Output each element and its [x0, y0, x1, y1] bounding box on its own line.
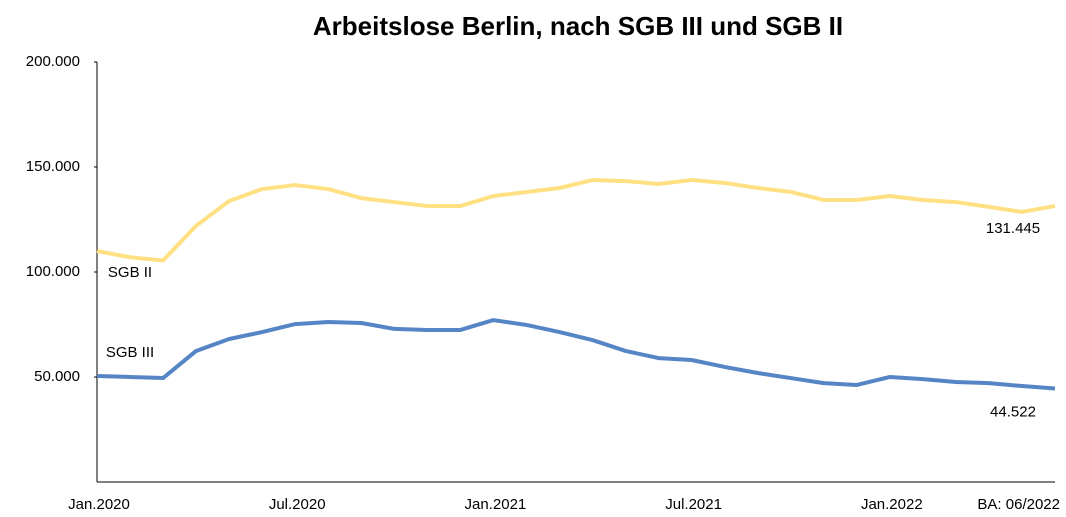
series-name: SGB II	[108, 264, 152, 281]
series-line	[96, 318, 1056, 391]
chart-title: Arbeitslose Berlin, nach SGB III und SGB…	[313, 11, 843, 41]
series-name: SGB III	[106, 344, 154, 361]
x-tick-label: Jul.2021	[665, 496, 722, 513]
y-tick-label: 100.000	[26, 263, 80, 280]
series-line	[96, 178, 1056, 263]
x-tick-label: Jan.2020	[68, 496, 130, 513]
y-tick-label: 200.000	[26, 53, 80, 70]
value-label: 44.522	[990, 403, 1036, 420]
source-note: BA: 06/2022	[977, 496, 1060, 513]
y-tick-label: 50.000	[34, 368, 80, 385]
x-tick-label: Jul.2020	[269, 496, 326, 513]
value-label: 131.445	[986, 220, 1040, 237]
y-tick-label: 150.000	[26, 158, 80, 175]
x-tick-label: Jan.2022	[861, 496, 923, 513]
x-tick-label: Jan.2021	[465, 496, 527, 513]
